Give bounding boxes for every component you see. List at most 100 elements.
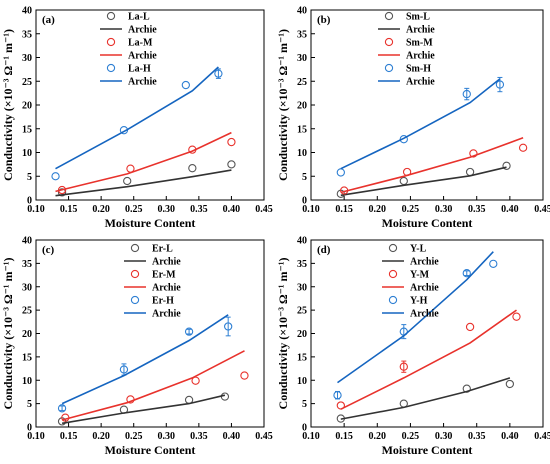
y-tick-label: 30	[22, 282, 32, 293]
legend-entry: Y-M	[410, 270, 430, 281]
x-axis-label: Moisture Content	[382, 216, 473, 230]
x-tick-label: 0.40	[223, 431, 241, 442]
y-tick-label: 25	[297, 306, 307, 317]
legend-swatch-marker	[106, 37, 116, 47]
y-tick-label: 15	[22, 124, 32, 135]
data-point	[489, 259, 498, 268]
legend-entry: La-M	[128, 38, 153, 49]
x-tick-label: 0.45	[255, 204, 273, 215]
data-point	[57, 404, 67, 413]
y-tick-label: 40	[297, 236, 307, 247]
y-tick-label: 5	[27, 399, 32, 410]
y-tick-label: 10	[297, 376, 307, 387]
y-tick-label: 30	[297, 282, 307, 293]
x-tick-label: 0.45	[534, 204, 550, 215]
archie-fit-line	[61, 350, 245, 421]
y-tick-label: 35	[22, 259, 32, 270]
x-axis-label: Moisture Content	[105, 443, 196, 457]
legend-swatch-marker	[130, 295, 140, 305]
legend-entry: Er-L	[152, 244, 173, 255]
legend-entry: Er-H	[152, 296, 174, 307]
x-tick-label: 0.40	[501, 204, 519, 215]
legend-entry: Archie	[406, 25, 435, 36]
data-point	[518, 143, 528, 152]
y-tick-label: 25	[22, 306, 32, 317]
y-tick-label: 0	[27, 196, 32, 207]
x-tick-label: 0.45	[255, 431, 273, 442]
data-point	[336, 168, 345, 177]
x-tick-label: 0.35	[190, 431, 208, 442]
legend-swatch-marker	[106, 11, 116, 21]
legend-entry: Sm-L	[406, 12, 430, 23]
x-tick-label: 0.25	[402, 204, 420, 215]
legend-swatch-marker	[388, 269, 398, 279]
x-tick-label: 0.25	[402, 431, 420, 442]
legend-entry: Archie	[406, 77, 435, 88]
data-point	[465, 322, 475, 332]
data-point	[462, 89, 471, 99]
archie-fit-line	[340, 377, 511, 420]
legend-entry: Y-L	[410, 244, 427, 255]
x-tick-label: 0.15	[60, 431, 78, 442]
data-point	[240, 371, 249, 380]
chart-panel: 0.10 0.15 0.20 0.25 0.30 0.35 0.40 0.45 0 5 10 15 20…	[276, 236, 550, 458]
x-tick-label: 0.10	[27, 204, 45, 215]
legend-entry: Archie	[406, 51, 435, 62]
legend-swatch-marker	[130, 269, 140, 279]
y-tick-label: 15	[22, 352, 32, 363]
y-tick-label: 10	[22, 376, 32, 387]
legend-swatch-marker	[388, 295, 398, 305]
panel-label: (d)	[317, 244, 331, 256]
data-point	[469, 149, 478, 158]
x-tick-label: 0.40	[223, 204, 241, 215]
x-tick-label: 0.25	[125, 431, 143, 442]
x-tick-label: 0.30	[435, 204, 453, 215]
chart-panel: 0.10 0.15 0.20 0.25 0.30 0.35 0.40 0.45 0 5 10 15 20…	[276, 6, 550, 231]
legend-entry: Archie	[128, 25, 157, 36]
data-point	[51, 172, 60, 181]
legend-entry: Archie	[410, 257, 439, 268]
legend-entry: Er-M	[152, 270, 176, 281]
legend-entry: Archie	[152, 309, 181, 320]
panel-label: (b)	[317, 14, 331, 26]
plot-frame	[35, 239, 265, 428]
y-tick-label: 35	[22, 29, 32, 40]
x-tick-label: 0.10	[302, 431, 320, 442]
data-point	[224, 322, 233, 331]
y-tick-label: 25	[297, 77, 307, 88]
data-point	[333, 391, 342, 400]
legend-entry: Archie	[128, 77, 157, 88]
y-axis-label: Conductivity (×10⁻³ Ω⁻¹ m⁻¹)	[276, 29, 290, 181]
data-point	[57, 188, 67, 197]
archie-fit-line	[337, 251, 494, 384]
x-tick-label: 0.20	[369, 204, 387, 215]
archie-fit-line	[61, 314, 229, 405]
data-point	[119, 365, 129, 374]
x-tick-label: 0.10	[27, 431, 45, 442]
y-tick-label: 5	[302, 172, 307, 183]
panel-label: (a)	[42, 14, 55, 26]
data-point	[462, 269, 471, 278]
y-axis-label: Conductivity (×10⁻³ Ω⁻¹ m⁻¹)	[1, 29, 15, 181]
data-point	[512, 312, 521, 321]
y-tick-label: 0	[302, 196, 307, 207]
x-tick-label: 0.20	[369, 431, 387, 442]
x-tick-label: 0.15	[335, 204, 353, 215]
y-tick-label: 40	[297, 6, 307, 17]
y-tick-label: 40	[22, 236, 32, 247]
data-point	[188, 164, 197, 173]
legend-entry: Y-H	[410, 296, 428, 307]
data-point	[220, 392, 230, 401]
y-tick-label: 15	[297, 352, 307, 363]
archie-fit-line	[340, 309, 517, 410]
y-tick-label: 30	[22, 53, 32, 64]
y-tick-label: 5	[27, 172, 32, 183]
archie-fit-line	[55, 66, 219, 170]
y-tick-label: 10	[22, 148, 32, 159]
archie-fit-line	[61, 394, 226, 425]
legend-entry: Archie	[152, 257, 181, 268]
y-tick-label: 20	[22, 329, 32, 340]
archie-fit-line	[55, 131, 232, 193]
chart-panel: 0.10 0.15 0.20 0.25 0.30 0.35 0.40 0.45 0 5 10 15 20…	[1, 236, 273, 458]
